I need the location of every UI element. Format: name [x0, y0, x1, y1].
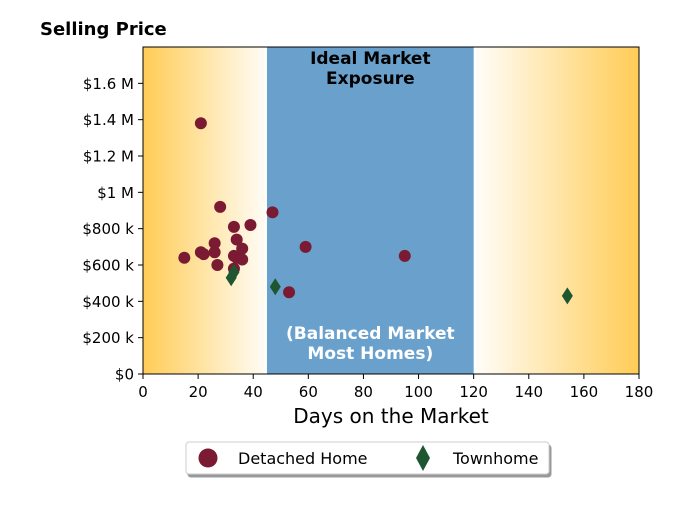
- x-tick-label: 40: [244, 383, 263, 401]
- detached-home-point: [244, 219, 257, 232]
- detached-home-point: [208, 237, 221, 250]
- x-tick-label: 180: [625, 383, 654, 401]
- legend-detached-marker: [198, 448, 218, 468]
- detached-home-point: [398, 249, 411, 262]
- detached-home-point: [197, 248, 210, 261]
- detached-home-point: [299, 240, 312, 253]
- band-label-line: Most Homes): [307, 344, 433, 364]
- detached-home-point: [208, 246, 221, 259]
- legend-townhome-marker: [416, 445, 430, 471]
- detached-home-point: [236, 242, 249, 255]
- y-tick-label: $600 k: [82, 257, 134, 275]
- x-tick-label: 100: [404, 383, 433, 401]
- x-axis-title: Days on the Market: [293, 404, 489, 428]
- y-tick-label: $1.6 M: [83, 75, 134, 93]
- band-label-line: (Balanced Market: [286, 324, 455, 344]
- legend-box: [185, 441, 550, 475]
- ideal-exposure-band: [267, 47, 474, 374]
- x-tick-label: 0: [138, 383, 148, 401]
- axis-ticks: 0 20 40 60 80 100 120 140 160 180 $0 $200 k $400 k $6…: [82, 75, 653, 401]
- plot-frame: [142, 46, 640, 375]
- townhome-point: [228, 263, 240, 281]
- legend-townhome-label: Townhome: [452, 449, 538, 468]
- detached-home-point: [230, 233, 243, 246]
- x-tick-label: 140: [514, 383, 543, 401]
- chart-title: Selling Price: [40, 19, 167, 40]
- y-tick-label: $1.2 M: [83, 148, 134, 166]
- x-tick-label: 120: [459, 383, 488, 401]
- townhome-point: [561, 287, 573, 305]
- detached-home-point: [236, 253, 249, 266]
- x-tick-label: 160: [570, 383, 599, 401]
- townhome-point: [269, 278, 281, 296]
- detached-home-point: [211, 259, 224, 271]
- y-tick-label: $1.4 M: [83, 111, 134, 129]
- x-tick-label: 60: [299, 383, 318, 401]
- detached-home-point: [194, 117, 207, 130]
- legend: Detached Home Townhome: [185, 441, 550, 475]
- detached-home-point: [266, 206, 279, 219]
- band-bottom-label: (Balanced Market Most Homes): [286, 324, 455, 364]
- legend-detached-label: Detached Home: [238, 449, 368, 468]
- band-label-line: Ideal Market: [310, 49, 431, 69]
- band-top-label: Ideal Market Exposure: [310, 49, 431, 89]
- detached-home-point: [214, 200, 227, 213]
- y-tick-label: $1 M: [97, 184, 134, 202]
- detached-home-point: [227, 220, 240, 233]
- y-tick-label: $800 k: [82, 220, 134, 238]
- data-points: [178, 117, 573, 305]
- x-tick-label: 80: [354, 383, 373, 401]
- y-tick-label: $200 k: [82, 329, 134, 347]
- band-label-line: Exposure: [326, 69, 415, 89]
- detached-home-point: [178, 251, 191, 264]
- y-tick-label: $400 k: [82, 293, 134, 311]
- y-tick-label: $0: [115, 366, 134, 384]
- detached-home-point: [283, 286, 296, 299]
- x-tick-label: 20: [189, 383, 208, 401]
